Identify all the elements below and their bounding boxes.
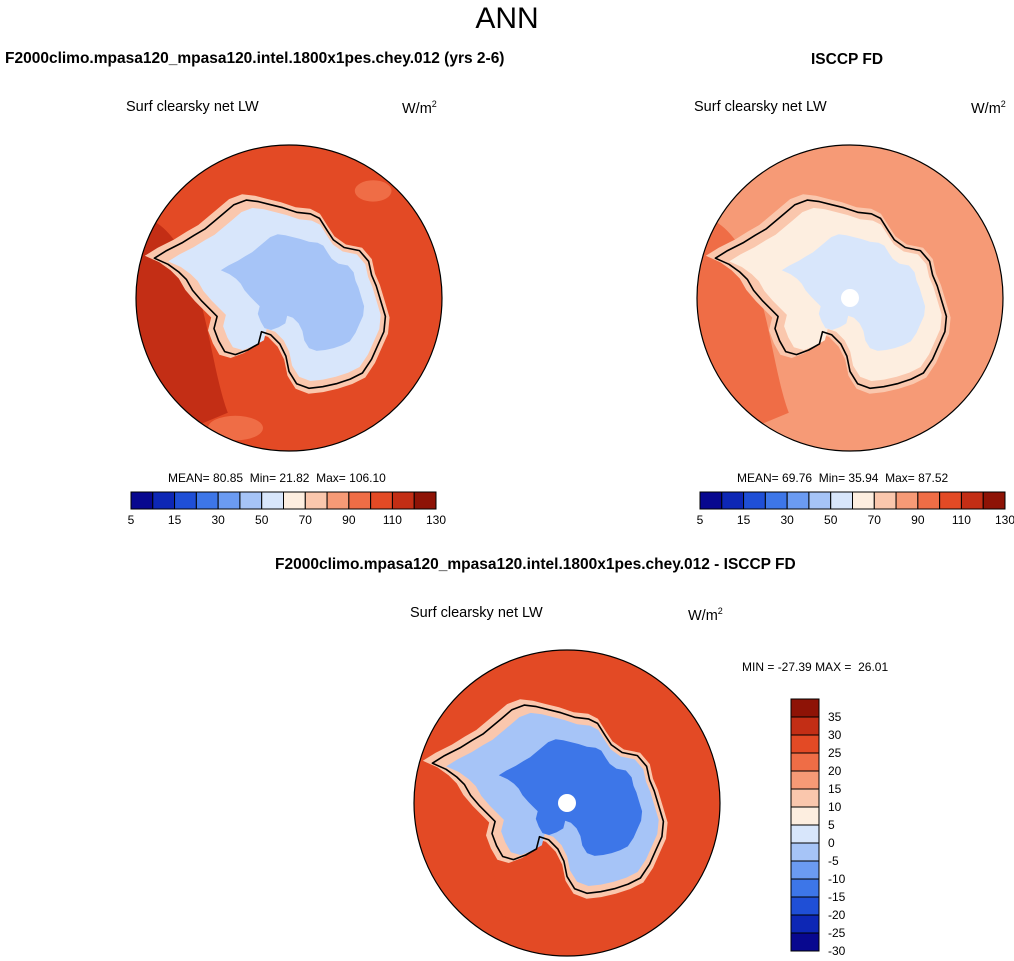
diff-colorbar-cell bbox=[790, 698, 820, 718]
obs-colorbar-tick-label: 110 bbox=[952, 513, 971, 527]
diff-colorbar-cell bbox=[790, 914, 820, 934]
diff-colorbar-tick-label: -30 bbox=[828, 944, 846, 958]
obs-mean: 69.76 bbox=[782, 471, 813, 485]
diff-colorbar-cell bbox=[790, 896, 820, 916]
diff-panel-title: F2000climo.mpasa120_mpasa120.intel.1800x… bbox=[275, 556, 796, 573]
diff-colorbar-cell bbox=[790, 878, 820, 898]
obs-max: 87.52 bbox=[918, 471, 949, 485]
obs-field-layer bbox=[697, 145, 1003, 451]
diff-colorbar-tick-label: -20 bbox=[828, 908, 846, 922]
obs-colorbar-cell bbox=[982, 491, 1006, 510]
diff-variable-label: Surf clearsky net LW bbox=[410, 605, 543, 621]
model-max: 106.10 bbox=[349, 471, 386, 485]
obs-coastline bbox=[714, 199, 948, 390]
obs-min: 35.94 bbox=[848, 471, 879, 485]
diff-colorbar-cell bbox=[790, 788, 820, 808]
obs-panel-title: ISCCP FD bbox=[811, 51, 884, 68]
model-colorbar-tick-label: 15 bbox=[168, 513, 182, 527]
diff-colorbar-cell bbox=[790, 932, 820, 952]
obs-colorbar-tick-label: 90 bbox=[911, 513, 925, 527]
diff-coastline bbox=[431, 704, 665, 895]
obs-colorbar-tick-label: 30 bbox=[780, 513, 794, 527]
diff-field-layer bbox=[414, 650, 720, 956]
diff-colorbar-tick-label: 0 bbox=[828, 836, 835, 850]
diff-map-border bbox=[413, 649, 721, 957]
diff-colorbar-cell bbox=[790, 842, 820, 862]
diff-colorbar-tick-label: 25 bbox=[828, 746, 842, 760]
model-colorbar-tick-label: 50 bbox=[255, 513, 269, 527]
model-colorbar-tick-label: 30 bbox=[211, 513, 225, 527]
diff-colorbar-tick-label: 35 bbox=[828, 710, 842, 724]
diff-colorbar-cell bbox=[790, 716, 820, 736]
obs-colorbar-tick-label: 15 bbox=[737, 513, 751, 527]
obs-max-label: Max= bbox=[885, 471, 915, 485]
diff-colorbar-tick-label: -5 bbox=[828, 854, 839, 868]
model-interior-field bbox=[220, 234, 365, 351]
diff-colorbar-tick-label: -25 bbox=[828, 926, 846, 940]
model-mean-label: MEAN= bbox=[168, 471, 210, 485]
obs-map-border bbox=[696, 144, 1004, 452]
model-mean: 80.85 bbox=[213, 471, 244, 485]
model-colorbar-tick-label: 90 bbox=[342, 513, 356, 527]
obs-colorbar-tick-label: 130 bbox=[995, 513, 1014, 527]
diff-colorbar-tick-label: 15 bbox=[828, 782, 842, 796]
diff-colorbar-cell bbox=[790, 806, 820, 826]
model-min-label: Min= bbox=[249, 471, 277, 485]
diff-stats: MIN = -27.39 MAX = 26.01 bbox=[742, 660, 888, 674]
model-colorbar-tick-label: 5 bbox=[128, 513, 135, 527]
diff-colorbar-tick-label: -10 bbox=[828, 872, 846, 886]
model-south-patch-field bbox=[207, 415, 263, 441]
diff-colorbar-cell bbox=[790, 734, 820, 754]
diff-colorbar-cell bbox=[790, 770, 820, 790]
diff-colorbar-tick-label: 5 bbox=[828, 818, 835, 832]
model-north-patch-field bbox=[354, 180, 392, 202]
obs-variable-label: Surf clearsky net LW bbox=[694, 99, 827, 115]
model-colorbar-cell bbox=[413, 491, 437, 510]
diff-max: 26.01 bbox=[858, 660, 889, 674]
model-colorbar-tick-label: 70 bbox=[299, 513, 313, 527]
model-panel-title: F2000climo.mpasa120_mpasa120.intel.1800x… bbox=[5, 50, 505, 67]
diff-max-label: MAX = bbox=[815, 660, 852, 674]
diff-pole-missing bbox=[558, 794, 576, 812]
diff-colorbar-cell bbox=[790, 860, 820, 880]
diff-colorbar-cell bbox=[790, 824, 820, 844]
diff-units: W/m2 bbox=[688, 606, 723, 624]
obs-min-label: Min= bbox=[818, 471, 846, 485]
model-colorbar-tick-label: 130 bbox=[426, 513, 446, 527]
model-coastline bbox=[153, 199, 387, 390]
obs-pole-missing bbox=[841, 289, 859, 307]
diff-colorbar-tick-label: 20 bbox=[828, 764, 842, 778]
obs-colorbar-tick-label: 5 bbox=[697, 513, 704, 527]
diff-colorbar-cell bbox=[790, 752, 820, 772]
obs-colorbar-tick-label: 50 bbox=[824, 513, 838, 527]
model-min: 21.82 bbox=[279, 471, 310, 485]
diff-colorbar-tick-label: -15 bbox=[828, 890, 846, 904]
obs-units: W/m2 bbox=[971, 99, 1006, 117]
diff-colorbar-tick-label: 30 bbox=[828, 728, 842, 742]
model-colorbar-tick-label: 110 bbox=[383, 513, 402, 527]
model-map-border bbox=[135, 144, 443, 452]
obs-colorbar-tick-label: 70 bbox=[868, 513, 882, 527]
model-variable-label: Surf clearsky net LW bbox=[126, 99, 259, 115]
obs-mean-label: MEAN= bbox=[737, 471, 779, 485]
diff-min: -27.39 bbox=[777, 660, 812, 674]
diff-min-label: MIN = bbox=[742, 660, 775, 674]
model-stats: MEAN= 80.85 Min= 21.82 Max= 106.10 bbox=[168, 471, 386, 485]
model-max-label: Max= bbox=[316, 471, 346, 485]
figure-title: ANN bbox=[475, 2, 539, 35]
obs-stats: MEAN= 69.76 Min= 35.94 Max= 87.52 bbox=[737, 471, 948, 485]
model-units: W/m2 bbox=[402, 99, 437, 117]
diff-colorbar-tick-label: 10 bbox=[828, 800, 842, 814]
